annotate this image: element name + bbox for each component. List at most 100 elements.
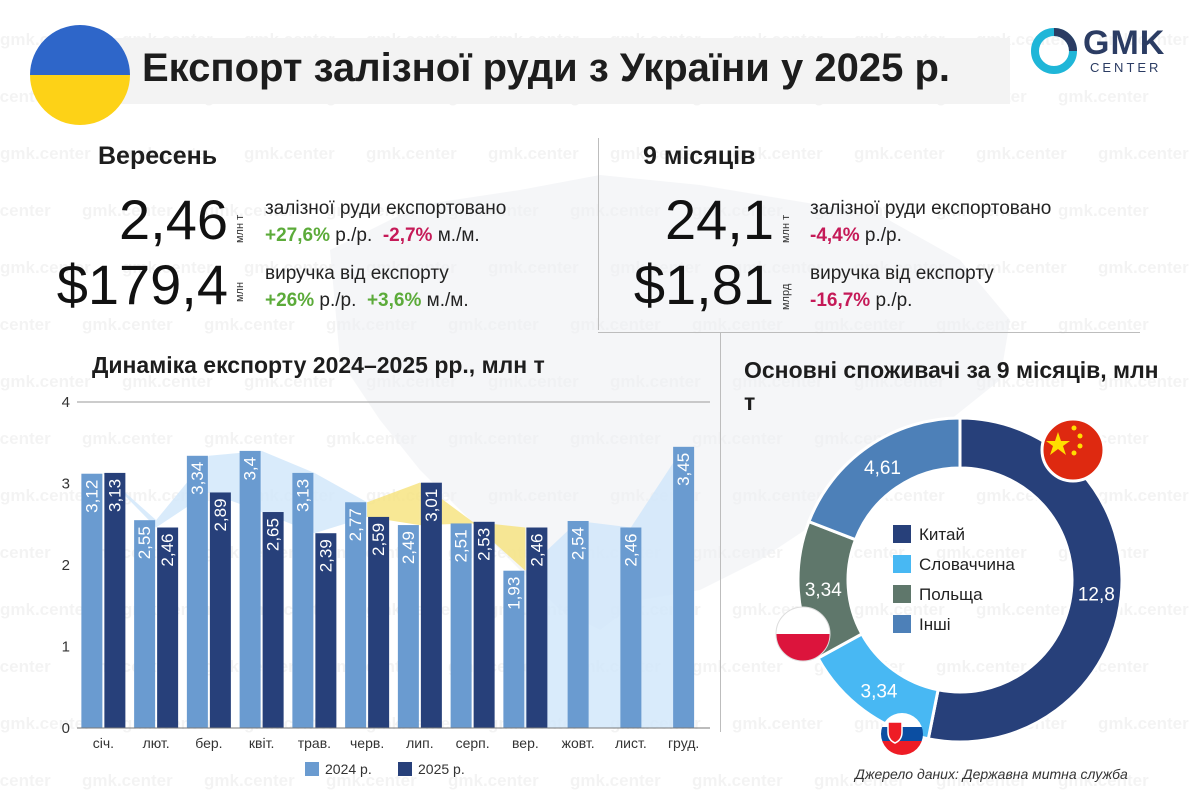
watermark-text: gmk.center	[326, 201, 417, 221]
bar-2024	[239, 450, 261, 728]
legend-2025: 2025 р.	[398, 761, 465, 777]
watermark-text: gmk.center	[0, 657, 51, 677]
watermark-text: gmk.center	[244, 144, 335, 164]
donut-legend-item: Інші	[893, 615, 951, 635]
x-tick-label: лют.	[143, 735, 170, 751]
bar-2025	[420, 482, 442, 728]
bar-label-2024: 3,34	[188, 462, 207, 495]
divider-vertical-bottom	[720, 332, 721, 732]
legend-swatch	[893, 525, 911, 543]
bar-2025	[473, 521, 495, 728]
bar-2025	[368, 516, 390, 728]
watermark-text: gmk.center	[122, 144, 213, 164]
sep-ore-value: 2,46	[119, 188, 228, 251]
bar-2024	[620, 527, 642, 728]
bar-2024	[397, 525, 419, 728]
bar-2024	[292, 472, 314, 728]
bar-2025	[104, 472, 126, 728]
sep-ore-label: залізної руди експортовано	[265, 198, 507, 219]
watermark-text: gmk.center	[0, 771, 51, 791]
watermark-text: gmk.center	[1058, 87, 1149, 107]
watermark-text: gmk.center	[0, 144, 91, 164]
bar-2024	[567, 520, 589, 728]
gmk-logo-icon	[1031, 28, 1077, 74]
watermark-text: gmk.center	[244, 258, 335, 278]
y-tick-label: 2	[62, 557, 70, 574]
x-tick-label: вер.	[512, 735, 539, 751]
divider-vertical-top	[598, 138, 599, 330]
bar-label-2025: 3,13	[105, 479, 124, 512]
bar-label-2025: 2,53	[475, 528, 494, 561]
watermark-text: gmk.center	[976, 144, 1067, 164]
bar-label-2025: 2,89	[211, 498, 230, 531]
donut-slice-label: 3,34	[805, 580, 842, 601]
watermark-text: gmk.center	[0, 372, 91, 392]
x-tick-label: трав.	[298, 735, 331, 751]
watermark-text: gmk.center	[1098, 486, 1189, 506]
bar-2025	[157, 527, 179, 728]
bar-label-2024: 3,12	[82, 480, 101, 513]
watermark-text: gmk.center	[0, 258, 91, 278]
watermark-text: gmk.center	[0, 600, 91, 620]
donut-chart: 12,8 3,34 3,34 4,61	[775, 416, 1124, 755]
bar-label-2024: 2,46	[621, 534, 640, 567]
x-tick-label: лист.	[615, 735, 647, 751]
watermark-text: gmk.center	[732, 144, 823, 164]
legend-label: Інші	[919, 615, 951, 634]
nine-rev-value: $1,81	[633, 253, 774, 316]
sep-rev-label: виручка від експорту	[265, 263, 449, 284]
watermark-text: gmk.center	[204, 201, 295, 221]
watermark-text: gmk.center	[692, 657, 783, 677]
sep-ore-unit: млн т	[234, 214, 246, 243]
bar-label-2024: 2,49	[399, 531, 418, 564]
nine-rev-yoy: -16,7%	[810, 290, 871, 311]
watermark-text: gmk.center	[82, 315, 173, 335]
watermark-text: gmk.center	[204, 315, 295, 335]
watermark-text: gmk.center	[610, 144, 701, 164]
ukraine-flag-icon	[30, 25, 130, 125]
bar-2024	[134, 520, 156, 728]
sep-ore-yoy: +27,6%	[265, 225, 330, 246]
legend-swatch	[893, 615, 911, 633]
bar-2025	[209, 492, 231, 728]
watermark-text: gmk.center	[1098, 144, 1189, 164]
nine-rev-label: виручка від експорту	[810, 263, 994, 284]
watermark-text: gmk.center	[692, 771, 783, 791]
bar-label-2025: 3,01	[422, 489, 441, 522]
nine-rev-yoy-suffix: р./р.	[875, 290, 913, 311]
bar-label-2024: 2,55	[135, 526, 154, 559]
watermark-text: gmk.center	[244, 372, 335, 392]
legend-swatch	[893, 585, 911, 603]
sep-rev-changes: +26% р./р. +3,6% м./м.	[265, 290, 469, 312]
watermark-text: gmk.center	[204, 429, 295, 449]
title-bar	[90, 38, 1010, 104]
bar-2024	[450, 523, 472, 728]
watermark-text: gmk.center	[488, 144, 579, 164]
watermark-text: gmk.center	[0, 714, 91, 734]
watermark-text: gmk.center	[122, 372, 213, 392]
bar-label-2025: 2,46	[158, 534, 177, 567]
sep-rev-mom: +3,6%	[366, 290, 422, 311]
bar-label-2024: 1,93	[504, 577, 523, 610]
donut-slice-label: 3,34	[861, 681, 898, 702]
bar-label-2025: 2,46	[527, 534, 546, 567]
sep-rev-unit: млн	[234, 281, 246, 302]
bar-chart-title: Динаміка експорту 2024–2025 рр., млн т	[92, 352, 545, 378]
x-tick-label: черв.	[350, 735, 384, 751]
watermark-text: gmk.center	[82, 201, 173, 221]
x-tick-label: квіт.	[249, 735, 274, 751]
nine-ore-yoy-suffix: р./р.	[864, 225, 902, 246]
x-tick-label: жовт.	[562, 735, 595, 751]
divider-horizontal	[598, 332, 1140, 333]
watermark-text: gmk.center	[448, 771, 539, 791]
watermark-text: gmk.center	[0, 429, 51, 449]
legend-label: Китай	[919, 525, 965, 544]
watermark-text: gmk.center	[854, 600, 945, 620]
sep-rev-mom-suffix: м./м.	[426, 290, 469, 311]
september-heading: Вересень	[98, 142, 218, 170]
watermark-text: gmk.center	[0, 486, 91, 506]
y-tick-label: 4	[62, 394, 70, 411]
legend-label: Польща	[919, 585, 983, 604]
